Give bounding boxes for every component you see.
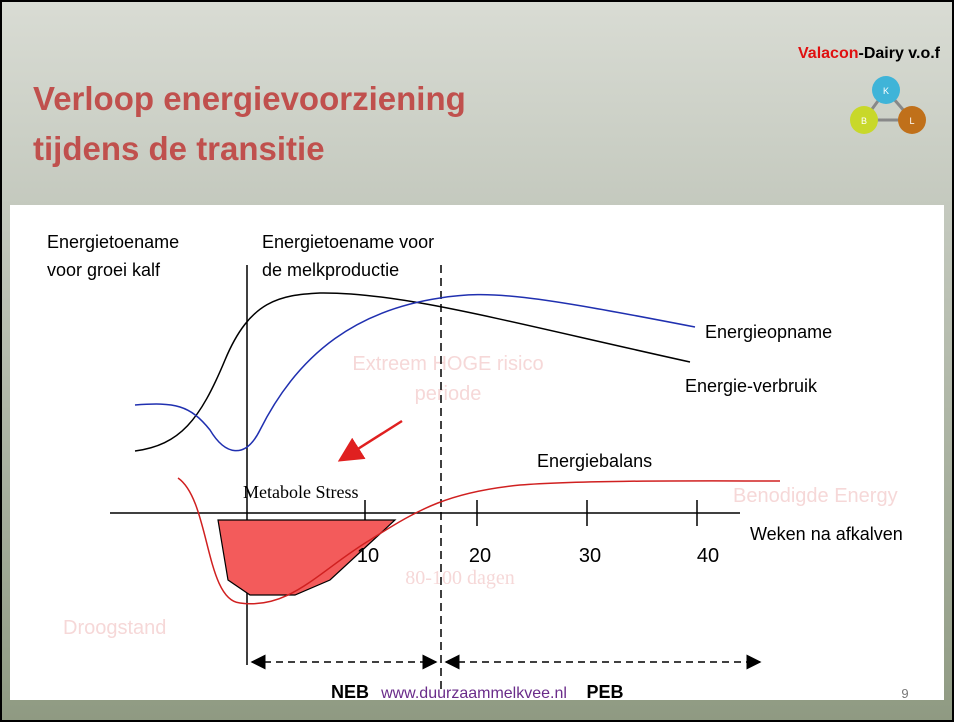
- title: tijdens de transitie: [33, 130, 325, 167]
- calf-label: voor groei kalf: [47, 260, 161, 280]
- stress-arrow: [337, 419, 403, 462]
- axis-label: Weken na afkalven: [750, 524, 903, 544]
- intake-curve: [134, 293, 696, 452]
- tick-label: 40: [697, 545, 719, 567]
- balance-label: Energiebalans: [537, 451, 652, 471]
- calf-label: Energietoename: [47, 232, 179, 252]
- usage-label: Energie-verbruik: [685, 376, 818, 396]
- risk-label: Extreem HOGE risico: [352, 353, 543, 375]
- footer-url: www.duurzaammelkvee.nl: [380, 685, 567, 702]
- phase-label: NEB: [331, 682, 369, 702]
- logo: K B L: [850, 76, 926, 134]
- tick-label: 20: [469, 545, 491, 567]
- stress-area: [217, 519, 397, 596]
- diagram-panel: [10, 205, 944, 700]
- tick-label: 10: [357, 545, 379, 567]
- tick-label: 30: [579, 545, 601, 567]
- phase-label: PEB: [586, 682, 623, 702]
- intake-label: Energieopname: [705, 322, 832, 342]
- risk-label: periode: [415, 383, 482, 405]
- required-label: Benodigde Energy: [733, 485, 898, 507]
- page-number: 9: [901, 686, 908, 701]
- dry-label: Droogstand: [63, 617, 166, 639]
- usage-curve: [134, 292, 691, 452]
- brand: Valacon-Dairy v.o.f: [798, 45, 941, 62]
- title: Verloop energievoorziening: [33, 80, 466, 117]
- logo-letter: L: [909, 116, 914, 126]
- milk-label: de melkproductie: [262, 260, 399, 280]
- logo-letter: K: [883, 86, 889, 96]
- balance-curve: [177, 477, 781, 605]
- faint-labels: Extreem HOGE risico periode Benodigde En…: [63, 353, 898, 639]
- days-label: 80-100 dagen: [405, 567, 514, 589]
- logo-letter: B: [861, 116, 867, 126]
- brand-suffix: -Dairy v.o.f: [859, 45, 941, 62]
- labels: Energietoename voor groei kalf Energieto…: [47, 232, 903, 702]
- stress-label: Metabole Stress: [243, 482, 358, 502]
- milk-label: Energietoename voor: [262, 232, 434, 252]
- brand-name: Valacon: [798, 45, 858, 62]
